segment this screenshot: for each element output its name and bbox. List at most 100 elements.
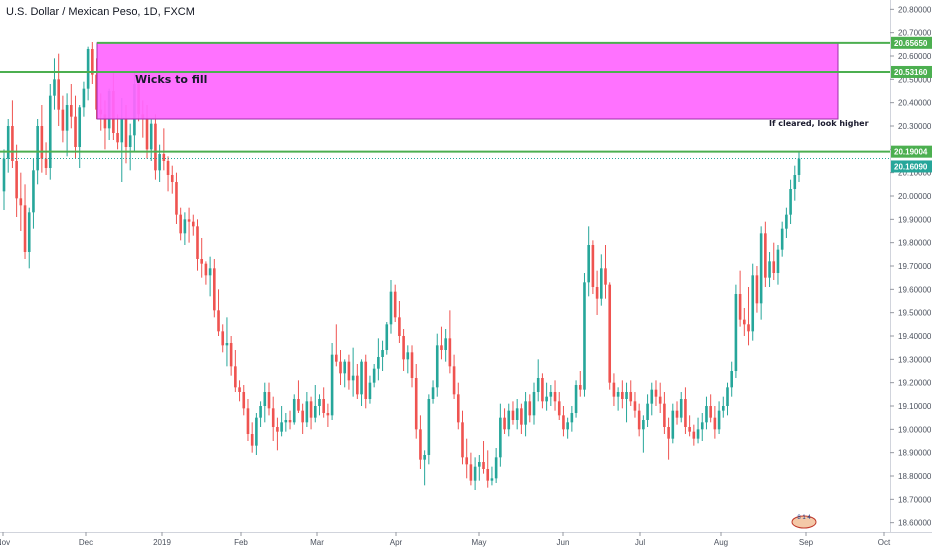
candle-body [36,126,39,171]
y-tick-label: 20.10000 [898,169,932,178]
candle-body [393,291,397,318]
candle-body [448,338,452,367]
price-label-text: 20.19004 [894,148,928,157]
candle-body [663,403,666,427]
candle-body [768,261,771,278]
candle-body [524,401,527,425]
time-axis[interactable]: Nov Dec 2019 Feb Mar Apr May Jun Jul Aug Sep Oct [0,532,891,547]
x-tick-label: Mar [310,538,324,547]
candle-body [402,336,405,360]
candle-body [494,457,498,479]
candle-body [246,408,250,434]
candle-body [642,420,645,430]
candle-body [747,324,750,332]
x-tick-label: 2019 [153,538,171,547]
price-label-text: 20.53160 [894,68,928,77]
y-tick-label: 20.80000 [898,5,932,14]
candle-body [221,331,225,346]
candle-body [675,410,679,418]
candle-body [520,408,523,425]
candle-body [793,175,797,189]
candle-body [372,368,376,383]
candle-body [208,268,212,276]
y-tick-label: 20.30000 [898,122,932,131]
y-tick-label: 19.50000 [898,309,932,318]
y-tick-label: 18.60000 [898,519,932,528]
candle-body [57,79,60,110]
candle-body [541,378,544,402]
candle-body [578,385,582,390]
candle-body [625,392,628,399]
current-price-label: 20.16090 [891,160,932,173]
y-tick-label: 19.90000 [898,215,932,224]
candle-body [688,427,691,432]
candle-body [158,154,161,171]
candle-body [116,133,119,143]
annotation-text: If cleared, look higher [769,119,869,128]
candle-body [27,212,31,252]
candle-body [32,170,35,213]
candle-body [120,119,124,143]
candle-body [40,126,44,159]
candle-body [574,385,578,413]
candle-body [717,410,721,430]
candle-body [385,324,389,350]
candle-body [621,392,624,399]
candle-body [486,469,490,481]
candles [2,42,801,490]
candle-body [738,294,742,320]
candle-body [217,310,220,332]
x-tick-label: Dec [79,538,93,547]
candle-body [347,361,351,381]
candle-body [389,291,393,325]
candle-body [545,396,548,402]
candle-body [23,205,27,252]
candle-body [309,401,313,418]
candle-body [200,259,204,264]
candle-body [465,457,469,465]
candle-body [204,263,208,276]
candle-body [377,357,380,369]
candle-body [2,158,6,192]
candle-body [86,49,90,89]
price-axis[interactable]: 18.60000 18.70000 18.80000 18.90000 19.00000… [890,5,932,528]
candle-body [696,429,700,439]
x-tick-label: Apr [390,538,403,547]
candle-body [713,417,717,430]
supply-zone-box[interactable] [96,42,839,120]
candle-body [595,287,599,299]
candle-body [692,431,696,439]
price-label-text: 20.65650 [894,39,928,48]
candle-body [658,396,662,404]
x-tick-label: Feb [234,538,248,547]
candle-body [196,226,199,259]
candle-body [271,408,275,427]
y-tick-label: 18.90000 [898,449,932,458]
candle-body [234,366,237,388]
candle-body [679,399,683,418]
y-tick-label: 19.60000 [898,285,932,294]
candle-body [431,387,435,399]
candle-body [730,371,734,388]
candle-body [351,375,355,381]
candle-body [263,392,267,406]
candle-body [772,261,776,273]
candle-body [633,401,637,411]
watermark-logo: 8 1 4 [791,515,817,529]
candle-body [751,275,755,332]
candle-body [398,317,401,336]
candle-body [427,399,431,455]
candle-body [191,221,195,227]
chart-title: U.S. Dollar / Mexican Peso, 1D, FXCM [6,6,195,18]
candle-body [440,345,443,350]
candle-body [124,119,128,147]
candle-body [242,392,246,409]
candle-body [452,366,456,395]
drawings: Wicks to fill If cleared, look higher [96,42,869,128]
candle-body [532,392,536,416]
candle-body [507,410,511,430]
candle-body [499,417,502,458]
candle-body [587,245,590,283]
watermark-text: 8 1 4 [797,515,811,521]
